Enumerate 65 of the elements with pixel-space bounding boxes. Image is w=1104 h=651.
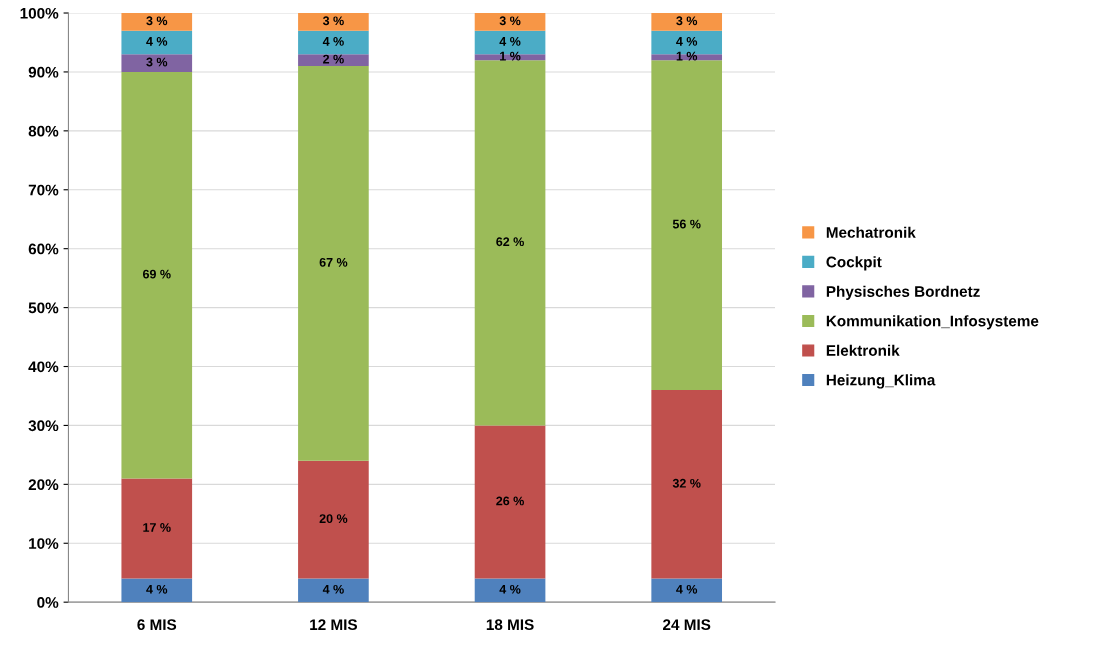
data-label: 56 % — [672, 219, 701, 229]
bar — [474, 13, 546, 31]
data-label: 4 % — [499, 37, 521, 46]
data-label: 17 % — [143, 523, 171, 532]
data-label: 3 % — [499, 16, 521, 26]
data-label: 26 % — [496, 496, 524, 506]
y-tick-label: 30% — [28, 420, 59, 432]
y-tick-label: 40% — [28, 361, 59, 373]
data-label: 4 % — [499, 584, 521, 594]
bar — [121, 54, 193, 72]
y-tick-label: 10% — [29, 538, 59, 549]
x-tick-label: 12 MIS — [310, 619, 358, 631]
legend-label: Cockpit — [826, 256, 882, 271]
data-label: 4 % — [676, 37, 698, 46]
y-tick-label: 90% — [28, 66, 59, 78]
data-label: 69 % — [142, 269, 171, 279]
bar — [474, 578, 546, 603]
x-tick-label: 24 MIS — [663, 619, 711, 631]
data-label: 62 % — [496, 237, 524, 247]
data-label: 2 % — [323, 54, 344, 64]
legend-label: Physisches Bordnetz — [826, 285, 980, 300]
bar — [298, 30, 369, 55]
data-label: 3 % — [146, 57, 168, 67]
bar — [121, 478, 193, 579]
y-tick-label: 80% — [28, 125, 59, 137]
data-label: 4 % — [146, 37, 168, 46]
x-tick-label: 18 MIS — [486, 619, 534, 631]
legend-label: Elektronik — [826, 344, 900, 356]
bar — [474, 425, 546, 579]
bar — [298, 54, 369, 67]
legend-label: Kommunikation_Infosysteme — [826, 315, 1039, 330]
data-label: 32 % — [672, 478, 701, 488]
y-tick-label: 70% — [28, 184, 59, 196]
data-label: 1 % — [500, 51, 521, 61]
y-tick-label: 20% — [28, 479, 59, 491]
bar — [651, 390, 723, 579]
y-tick-label: 100% — [20, 7, 59, 19]
data-label: 4 % — [146, 584, 168, 594]
bar — [121, 30, 193, 55]
bar — [121, 71, 193, 479]
bar — [298, 578, 369, 603]
data-label: 4 % — [322, 584, 344, 594]
bar — [298, 66, 369, 461]
bar — [121, 578, 193, 603]
data-label: 3 % — [146, 16, 168, 26]
legend-label: Mechatronik — [826, 226, 916, 238]
bar — [298, 13, 369, 31]
bar — [298, 460, 369, 579]
bar — [651, 578, 723, 603]
y-tick-label: 50% — [28, 302, 59, 314]
data-label: 3 % — [676, 16, 698, 26]
data-label: 4 % — [676, 584, 698, 594]
y-tick-label: 0% — [37, 597, 59, 608]
data-label: 67 % — [319, 257, 348, 267]
x-tick-label: 6 MIS — [137, 619, 177, 631]
bar — [651, 13, 723, 31]
bar — [651, 60, 723, 391]
bar — [474, 60, 546, 426]
data-label: 4 % — [322, 37, 344, 46]
legend-label: Heizung_Klima — [826, 374, 936, 389]
bar — [121, 13, 193, 31]
data-label: 3 % — [322, 16, 344, 26]
data-label: 1 % — [676, 51, 698, 61]
data-label: 20 % — [319, 514, 348, 524]
y-tick-label: 60% — [28, 243, 59, 255]
